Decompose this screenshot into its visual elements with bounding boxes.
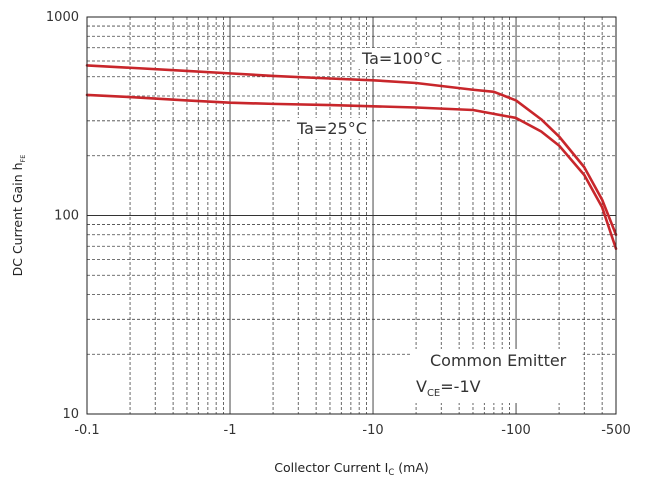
x-tick-label: -100 bbox=[501, 423, 531, 438]
grid bbox=[87, 17, 616, 414]
y-axis-label-text: DC Current Gain h bbox=[10, 162, 25, 276]
y-tick-label: 100 bbox=[54, 209, 79, 224]
x-tick-label: -500 bbox=[601, 423, 631, 438]
series-lines bbox=[85, 64, 618, 251]
vce-subscript: CE bbox=[427, 388, 440, 399]
series-line-ta-100c bbox=[85, 64, 618, 237]
tick-labels: -0.1 -1 -10 -100 -500 10 100 1000 bbox=[46, 10, 631, 438]
y-axis-label-subscript: FE bbox=[19, 155, 27, 163]
y-tick-label: 1000 bbox=[46, 10, 79, 25]
y-axis-label: DC Current Gain hFE bbox=[10, 155, 27, 277]
x-tick-label: -0.1 bbox=[74, 423, 99, 438]
annotation-100c: Ta=100°C bbox=[361, 49, 442, 68]
vce-suffix: =-1V bbox=[440, 377, 480, 396]
x-tick-label: -10 bbox=[362, 423, 383, 438]
annotation-25c: Ta=25°C bbox=[296, 119, 367, 138]
y-tick-label: 10 bbox=[62, 407, 79, 422]
x-axis-label: Collector Current IC (mA) bbox=[274, 460, 429, 478]
annotation-vce: VCE=-1V bbox=[416, 377, 481, 399]
annotation-100c-bg bbox=[357, 48, 447, 69]
annotation-common-emitter: Common Emitter bbox=[430, 351, 567, 370]
series-line-ta-25c bbox=[85, 93, 618, 251]
annotations: Ta=100°C Ta=25°C Common Emitter VCE=-1V bbox=[292, 48, 583, 403]
plot-frame bbox=[86, 16, 617, 415]
annotation-25c-bg bbox=[292, 118, 371, 139]
vce-prefix: V bbox=[416, 377, 427, 396]
x-axis-label-unit: (mA) bbox=[394, 460, 428, 475]
annotation-common-emitter-bg bbox=[412, 349, 583, 403]
x-axis-label-subscript: C bbox=[388, 468, 394, 478]
x-axis-label-text: Collector Current I bbox=[274, 460, 388, 475]
x-tick-label: -1 bbox=[224, 423, 237, 438]
